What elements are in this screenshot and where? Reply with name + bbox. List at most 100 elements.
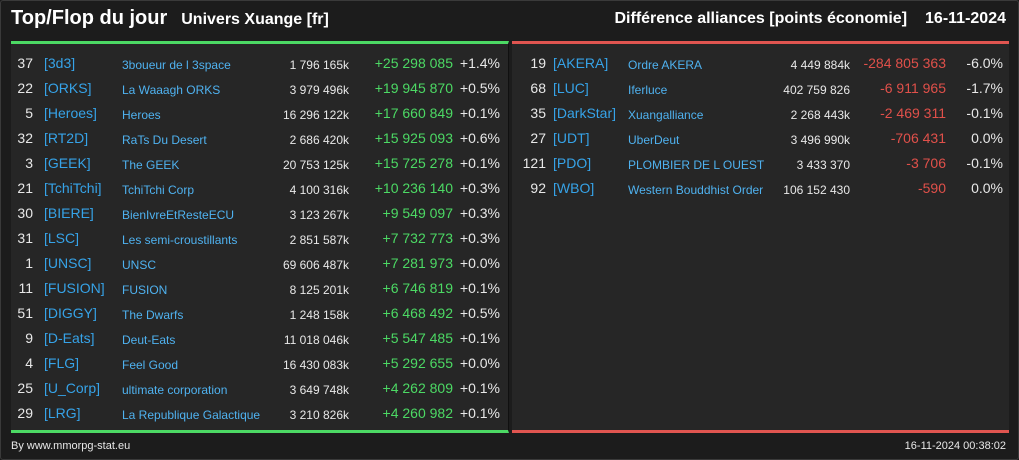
diff-cell: -6 911 965 — [880, 80, 946, 96]
credit-link[interactable]: By www.mmorpg-stat.eu — [11, 440, 131, 452]
diff-cell: +6 468 492 — [382, 305, 453, 321]
percent-cell: +0.1% — [459, 280, 500, 296]
alliance-tag[interactable]: [WBO] — [553, 180, 595, 196]
alliance-name[interactable]: PLOMBIER DE L OUEST — [628, 158, 765, 172]
alliance-tag[interactable]: [DarkStar] — [553, 105, 617, 121]
diff-cell: -284 805 363 — [863, 55, 946, 71]
alliance-tag[interactable]: [TchiTchi] — [44, 180, 102, 196]
alliance-tag[interactable]: [AKERA] — [553, 55, 609, 71]
alliance-tag[interactable]: [RT2D] — [44, 130, 89, 146]
alliance-tag[interactable]: [Heroes] — [44, 105, 97, 121]
alliance-tag[interactable]: [ORKS] — [44, 80, 92, 96]
percent-cell: +0.5% — [459, 305, 500, 321]
rank-cell: 31 — [17, 230, 33, 246]
alliance-tag[interactable]: [FLG] — [44, 355, 80, 371]
top-row: 4 [FLG] Feel Good 16 430 083k +5 292 655 +0.0… — [11, 351, 508, 376]
diff-cell: +19 945 870 — [374, 80, 453, 96]
top-panel: 37 [3d3] 3boueur de l 3space 1 796 165k +25 … — [11, 41, 509, 433]
alliance-tag[interactable]: [LUC] — [553, 80, 589, 96]
alliance-name[interactable]: UberDeut — [628, 133, 680, 147]
percent-cell: +0.1% — [459, 405, 500, 421]
rank-cell: 1 — [25, 255, 33, 271]
top-row: 22 [ORKS] La Waaagh ORKS 3 979 496k +19 945 … — [11, 76, 508, 101]
percent-cell: +0.0% — [459, 255, 500, 271]
percent-cell: +0.1% — [459, 330, 500, 346]
flop-row: 68 [LUC] Iferluce 402 759 826 -6 911 965 -1.7… — [512, 76, 1009, 101]
alliance-tag[interactable]: [LSC] — [44, 230, 80, 246]
rank-cell: 11 — [18, 280, 33, 296]
alliance-tag[interactable]: [D-Eats] — [44, 330, 95, 346]
alliance-name[interactable]: FUSION — [122, 283, 168, 297]
points-cell: 4 449 884k — [790, 58, 850, 72]
points-cell: 16 430 083k — [282, 358, 349, 372]
alliance-name[interactable]: Xuangalliance — [628, 108, 704, 122]
alliance-name[interactable]: Iferluce — [628, 83, 668, 97]
page-title: Top/Flop du jour — [11, 7, 168, 29]
alliance-name[interactable]: Deut-Eats — [122, 333, 176, 347]
top-row: 5 [Heroes] Heroes 16 296 122k +17 660 849 +0.… — [11, 101, 508, 126]
alliance-name[interactable]: La Waaagh ORKS — [122, 83, 221, 97]
alliance-tag[interactable]: [3d3] — [44, 55, 76, 71]
rank-cell: 9 — [25, 330, 33, 346]
diff-cell: -706 431 — [890, 130, 946, 146]
alliance-tag[interactable]: [BIERE] — [44, 205, 94, 221]
percent-cell: 0.0% — [971, 180, 1003, 196]
rank-cell: 51 — [17, 305, 33, 321]
points-cell: 402 759 826 — [783, 83, 850, 97]
diff-cell: +4 260 982 — [382, 405, 453, 421]
alliance-tag[interactable]: [PDO] — [553, 155, 592, 171]
top-row: 21 [TchiTchi] TchiTchi Corp 4 100 316k +10 2… — [11, 176, 508, 201]
alliance-tag[interactable]: [DIGGY] — [44, 305, 97, 321]
top-row: 25 [U_Corp] ultimate corporation 3 649 748k… — [11, 376, 508, 401]
rank-cell: 68 — [530, 80, 546, 96]
rank-cell: 30 — [17, 205, 33, 221]
footer-timestamp: 16-11-2024 00:38:02 — [904, 440, 1006, 452]
diff-cell: +10 236 140 — [374, 180, 453, 196]
percent-cell: +0.5% — [459, 80, 500, 96]
alliance-name[interactable]: BienIvreEtResteECU — [122, 208, 235, 222]
points-cell: 3 649 748k — [289, 383, 349, 397]
flop-row: 121 [PDO] PLOMBIER DE L OUEST 3 433 370 -3 7… — [512, 151, 1009, 176]
points-cell: 2 268 443k — [790, 108, 850, 122]
alliance-name[interactable]: Heroes — [122, 108, 161, 122]
top-row: 31 [LSC] Les semi-croustillants 2 851 587k +… — [11, 226, 508, 251]
rank-cell: 21 — [17, 180, 33, 196]
percent-cell: -0.1% — [966, 105, 1003, 121]
rank-cell: 25 — [17, 380, 33, 396]
alliance-name[interactable]: Western Bouddhist Order — [628, 183, 764, 197]
header-date: 16-11-2024 — [925, 10, 1006, 27]
points-cell: 1 248 158k — [289, 308, 349, 322]
rank-cell: 35 — [530, 105, 546, 121]
alliance-name[interactable]: Feel Good — [122, 358, 179, 372]
percent-cell: +0.3% — [459, 180, 500, 196]
percent-cell: +1.4% — [459, 55, 500, 71]
alliance-tag[interactable]: [FUSION] — [44, 280, 105, 296]
alliance-name[interactable]: TchiTchi Corp — [122, 183, 195, 197]
alliance-name[interactable]: La Republique Galactique — [122, 408, 261, 422]
points-cell: 3 496 990k — [790, 133, 850, 147]
ranking-title: Différence alliances [points économie] — [614, 10, 908, 27]
alliance-name[interactable]: Ordre AKERA — [628, 58, 703, 72]
alliance-tag[interactable]: [LRG] — [44, 405, 81, 421]
points-cell: 3 123 267k — [289, 208, 349, 222]
alliance-tag[interactable]: [UDT] — [553, 130, 590, 146]
alliance-tag[interactable]: [GEEK] — [44, 155, 91, 171]
alliance-name[interactable]: ultimate corporation — [122, 383, 228, 397]
alliance-tag[interactable]: [U_Corp] — [44, 380, 101, 396]
points-cell: 20 753 125k — [282, 158, 349, 172]
percent-cell: -6.0% — [966, 55, 1003, 71]
alliance-name[interactable]: The GEEK — [122, 158, 180, 172]
rank-cell: 19 — [530, 55, 546, 71]
alliance-name[interactable]: 3boueur de l 3space — [122, 58, 231, 72]
points-cell: 2 851 587k — [289, 233, 349, 247]
rank-cell: 32 — [17, 130, 33, 146]
points-cell: 11 018 046k — [283, 333, 349, 347]
top-row: 1 [UNSC] UNSC 69 606 487k +7 281 973 +0.0% — [11, 251, 508, 276]
alliance-name[interactable]: UNSC — [122, 258, 157, 272]
flop-row: 27 [UDT] UberDeut 3 496 990k -706 431 0.0% — [512, 126, 1009, 151]
alliance-tag[interactable]: [UNSC] — [44, 255, 92, 271]
alliance-name[interactable]: The Dwarfs — [122, 308, 184, 322]
alliance-name[interactable]: RaTs Du Desert — [122, 133, 207, 147]
alliance-name[interactable]: Les semi-croustillants — [122, 233, 238, 247]
